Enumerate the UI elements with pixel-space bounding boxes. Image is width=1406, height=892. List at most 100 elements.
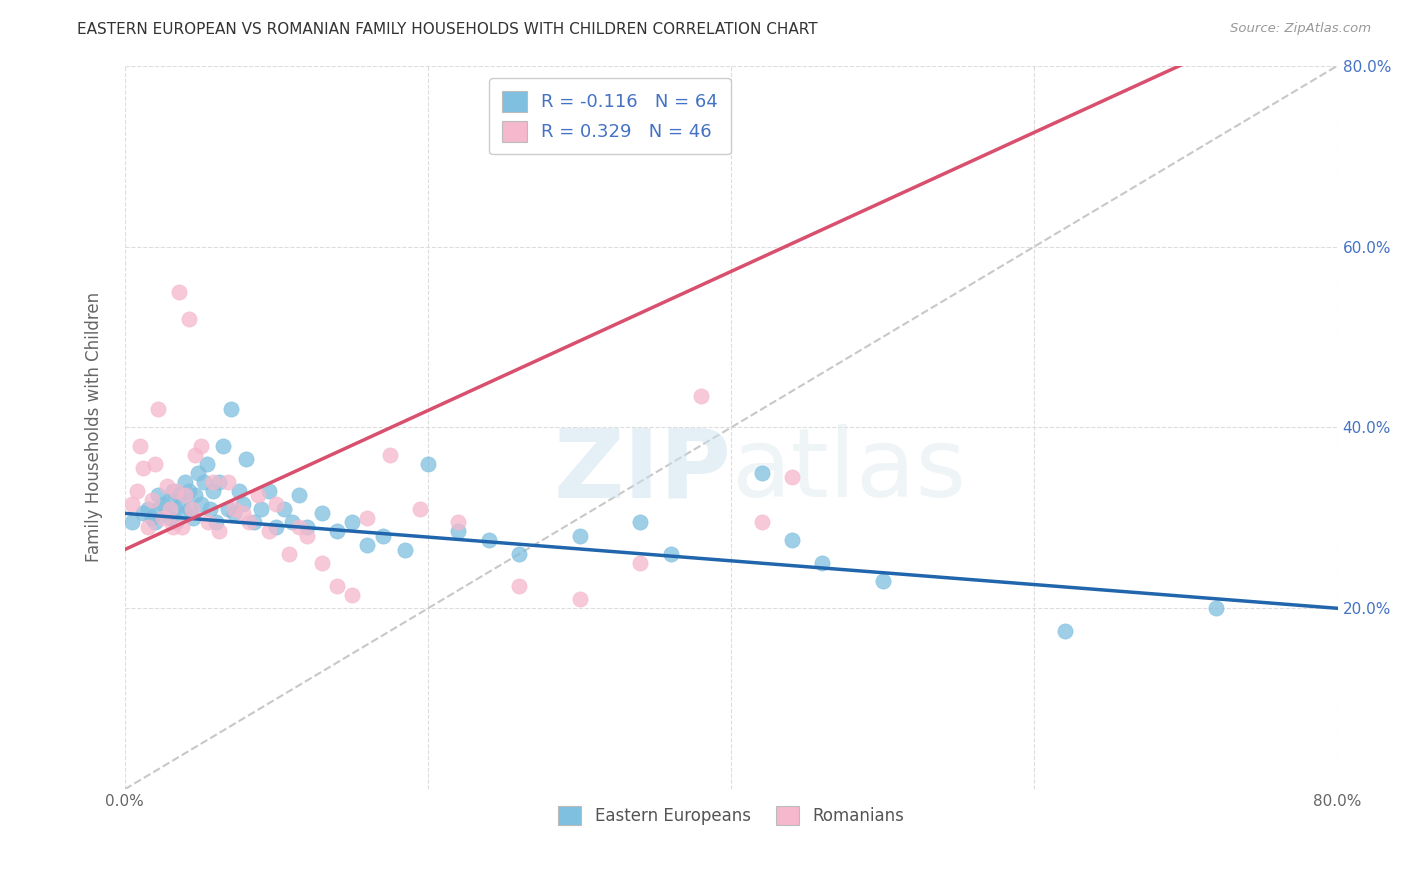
Point [356,511,378,525]
Point [172,520,194,534]
Point [257,524,280,539]
Point [508,547,530,561]
Point [201,475,224,489]
Point [247,488,270,502]
Point [238,516,260,530]
Point [152,497,174,511]
Point [628,556,651,570]
Point [169,488,191,502]
Point [204,516,226,530]
Point [1053,624,1076,638]
Point [295,520,318,534]
Point [508,579,530,593]
Point [136,520,159,534]
Point [217,475,239,489]
Point [212,438,235,452]
Point [174,475,197,489]
Point [232,506,254,520]
Point [132,506,155,520]
Point [266,520,288,534]
Point [143,516,166,530]
Point [295,529,318,543]
Point [780,533,803,548]
Point [311,556,333,570]
Point [416,457,439,471]
Point [257,483,280,498]
Point [250,501,273,516]
Text: EASTERN EUROPEAN VS ROMANIAN FAMILY HOUSEHOLDS WITH CHILDREN CORRELATION CHART: EASTERN EUROPEAN VS ROMANIAN FAMILY HOUS… [77,22,818,37]
Point [872,574,894,589]
Y-axis label: Family Households with Children: Family Households with Children [86,293,103,563]
Point [222,506,245,520]
Point [478,533,501,548]
Point [208,524,231,539]
Point [326,579,349,593]
Point [378,448,401,462]
Point [177,311,200,326]
Point [141,492,163,507]
Point [193,475,215,489]
Point [235,452,257,467]
Point [219,402,242,417]
Point [371,529,394,543]
Point [266,497,288,511]
Point [201,483,224,498]
Point [159,501,181,516]
Point [208,475,231,489]
Text: atlas: atlas [731,425,966,517]
Point [288,488,311,502]
Point [141,511,163,525]
Point [148,402,170,417]
Point [187,466,209,480]
Point [342,588,364,602]
Point [129,438,152,452]
Point [159,492,181,507]
Point [162,483,184,498]
Point [152,511,174,525]
Text: Source: ZipAtlas.com: Source: ZipAtlas.com [1230,22,1371,36]
Point [751,516,773,530]
Point [181,511,204,525]
Point [174,506,197,520]
Legend: Eastern Europeans, Romanians: Eastern Europeans, Romanians [548,796,914,835]
Point [409,501,432,516]
Point [273,501,295,516]
Point [326,524,349,539]
Point [356,538,378,552]
Point [628,516,651,530]
Point [162,520,184,534]
Point [174,488,197,502]
Point [183,488,205,502]
Point [280,516,302,530]
Point [195,457,218,471]
Point [288,520,311,534]
Point [394,542,416,557]
Point [169,285,191,299]
Point [183,448,205,462]
Point [690,389,713,403]
Point [136,501,159,516]
Text: ZIP: ZIP [554,425,731,517]
Point [751,466,773,480]
Point [190,438,212,452]
Point [232,497,254,511]
Point [132,461,155,475]
Point [242,516,264,530]
Point [342,516,364,530]
Point [179,501,201,516]
Point [811,556,834,570]
Point [172,497,194,511]
Point [121,497,143,511]
Point [143,457,166,471]
Point [177,483,200,498]
Point [277,547,299,561]
Point [159,511,181,525]
Point [148,501,170,516]
Point [190,497,212,511]
Point [447,524,470,539]
Point [1205,601,1227,615]
Point [156,506,179,520]
Point [180,501,202,516]
Point [228,483,250,498]
Point [163,501,186,516]
